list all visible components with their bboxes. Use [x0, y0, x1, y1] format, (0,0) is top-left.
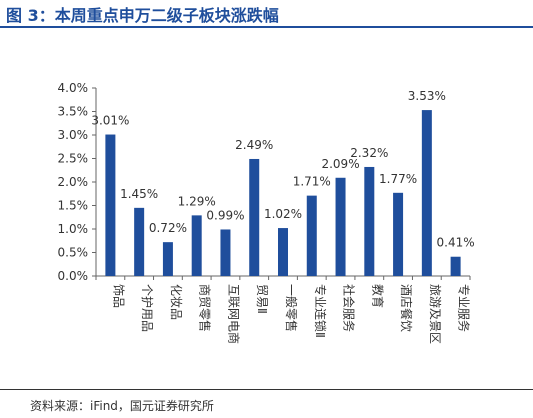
bar — [335, 177, 346, 276]
category-label: 个护用品 — [140, 284, 154, 332]
data-label: 2.09% — [321, 157, 359, 171]
category-label: 社会服务 — [342, 284, 357, 332]
data-label: 2.32% — [350, 146, 388, 160]
bar — [105, 134, 116, 276]
data-label: 3.01% — [91, 114, 129, 128]
category-label: 专业连锁Ⅱ — [313, 284, 328, 338]
category-label: 互联网电商 — [226, 284, 241, 344]
category-label: 旅游及景区 — [428, 284, 442, 344]
bar — [134, 207, 145, 276]
bar — [220, 229, 231, 276]
category-label: 化妆品 — [169, 284, 183, 320]
y-tick-label: 1.0% — [58, 222, 89, 236]
data-label: 1.77% — [379, 172, 417, 186]
data-label: 0.72% — [149, 221, 187, 235]
bar — [191, 215, 202, 276]
bar — [364, 166, 375, 276]
bar — [393, 192, 404, 276]
category-label: 贸易Ⅱ — [255, 284, 269, 314]
y-tick-label: 2.0% — [58, 175, 89, 189]
category-label: 饰品 — [111, 284, 125, 308]
bar — [450, 256, 461, 276]
bar — [421, 110, 432, 276]
y-tick-label: 2.5% — [58, 152, 89, 166]
y-tick-label: 3.0% — [58, 128, 89, 142]
data-label: 1.02% — [264, 207, 302, 221]
category-label: 专业服务 — [457, 284, 472, 332]
y-tick-label: 0.0% — [58, 269, 89, 283]
source-note: 资料来源：iFind，国元证券研究所 — [30, 399, 214, 413]
data-label: 1.45% — [120, 187, 158, 201]
footer-divider — [0, 389, 533, 390]
bar — [162, 242, 173, 276]
bar — [306, 195, 317, 276]
y-tick-label: 1.5% — [58, 199, 89, 213]
data-label: 0.99% — [206, 208, 244, 222]
category-label: 商贸零售 — [198, 284, 213, 332]
figure-title: 图 3：本周重点申万二级子板块涨跌幅 — [6, 6, 279, 25]
data-label: 1.29% — [178, 194, 216, 208]
bar — [249, 158, 260, 276]
bar — [278, 228, 288, 276]
data-label: 0.41% — [437, 236, 475, 250]
y-tick-label: 0.5% — [58, 246, 89, 260]
category-label: 教育 — [370, 284, 385, 308]
data-label: 1.71% — [293, 175, 331, 189]
y-tick-label: 4.0% — [58, 81, 89, 95]
category-label: 酒店餐饮 — [399, 284, 414, 332]
data-label: 3.53% — [408, 89, 446, 103]
y-tick-label: 3.5% — [58, 105, 89, 119]
title-divider — [0, 26, 533, 28]
category-label: 一般零售 — [284, 284, 299, 332]
data-label: 2.49% — [235, 138, 273, 152]
